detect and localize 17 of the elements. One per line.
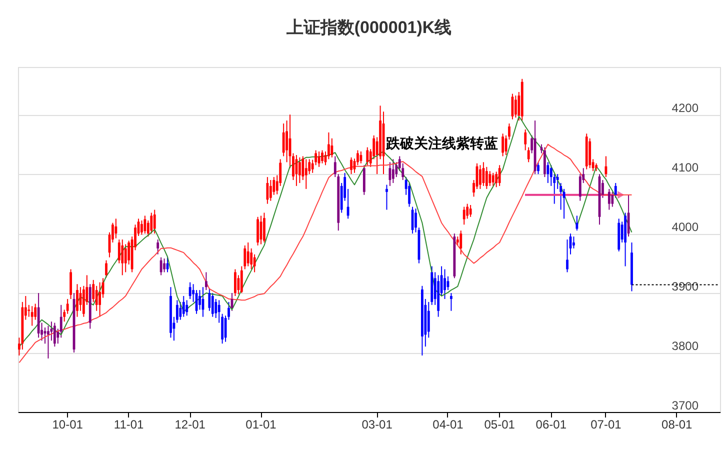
y-tick-label: 4000	[672, 220, 699, 234]
chart-title: 上证指数(000001)K线	[285, 18, 452, 37]
x-tick-label: 10-01	[52, 418, 84, 432]
x-tick-label: 01-01	[246, 418, 277, 432]
y-tick-label: 4200	[672, 101, 699, 116]
y-tick-label: 3800	[672, 339, 699, 354]
x-tick-label: 08-01	[662, 418, 693, 432]
x-tick-label: 05-01	[484, 418, 516, 432]
x-tick-label: 04-01	[432, 418, 464, 432]
x-tick-label: 03-01	[362, 418, 393, 432]
y-tick-label: 3700	[672, 398, 699, 412]
y-tick-label: 4100	[672, 160, 699, 175]
x-tick-label: 06-01	[536, 418, 567, 432]
annotation: 跌破关注线紫转蓝	[385, 135, 498, 151]
x-tick-label: 11-01	[114, 418, 144, 432]
x-tick-label: 12-01	[174, 418, 206, 432]
x-tick-label: 07-01	[590, 418, 622, 432]
